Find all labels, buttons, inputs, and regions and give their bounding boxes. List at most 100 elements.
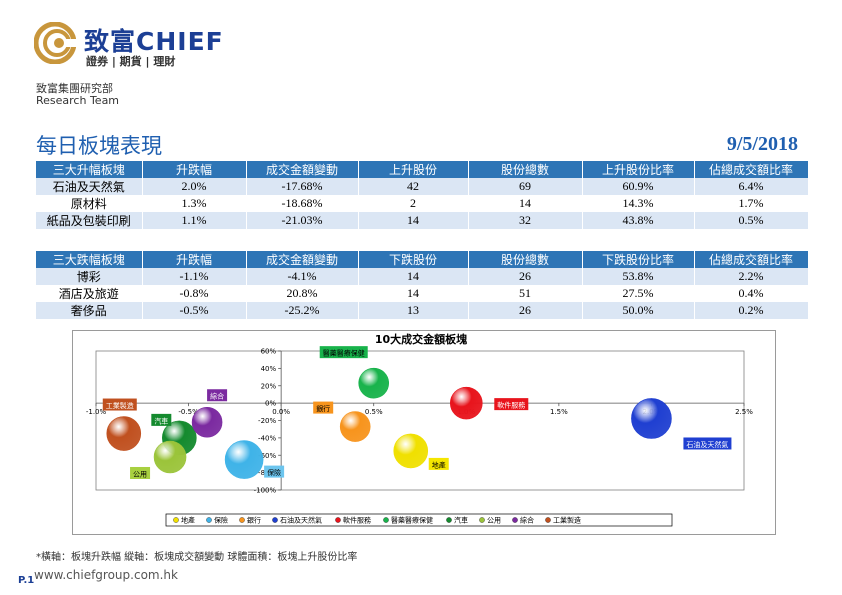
table-cell: 1.7% bbox=[694, 195, 809, 212]
legend-label: 公用 bbox=[487, 517, 501, 525]
bubble-point bbox=[339, 411, 371, 442]
y-tick-label: 0% bbox=[265, 400, 276, 408]
table-row: 石油及天然氣 2.0% -17.68% 42 69 60.9% 6.4% bbox=[36, 178, 809, 195]
table-cell: 奢侈品 bbox=[36, 302, 143, 319]
bubble-label-box bbox=[151, 413, 172, 426]
table-header-row: 三大跌幅板塊 升跌幅 成交金額變動 下跌股份 股份總數 下跌股份比率 佔總成交額… bbox=[36, 251, 809, 268]
bubble-label: 工業製造 bbox=[106, 401, 134, 410]
column-header: 股份總數 bbox=[468, 161, 583, 178]
chart-footnote: *橫軸：板塊升跌幅 縱軸：板塊成交額變動 球體面積：板塊上升股份比率 bbox=[36, 552, 358, 563]
chart-title: 10大成交金額板塊 bbox=[374, 333, 468, 346]
table-cell: -4.1% bbox=[246, 268, 359, 285]
bubble-label: 公用 bbox=[133, 470, 147, 478]
table-cell: 2.0% bbox=[142, 178, 247, 195]
legend-label: 汽車 bbox=[454, 516, 468, 525]
legend-marker bbox=[272, 517, 278, 523]
website-link[interactable]: www.chiefgroup.com.hk bbox=[34, 568, 178, 582]
brand-name: 致富CHIEF bbox=[84, 27, 224, 56]
table-cell: 27.5% bbox=[582, 285, 695, 302]
table-cell: -0.5% bbox=[142, 302, 247, 319]
column-header: 股份總數 bbox=[468, 251, 583, 268]
column-header: 成交金額變動 bbox=[246, 161, 359, 178]
report-date: 9/5/2018 bbox=[726, 133, 798, 155]
table-cell: 原材料 bbox=[36, 195, 143, 212]
brand-tagline: 證券 | 期貨 | 理財 bbox=[86, 55, 176, 68]
y-tick-label: -20% bbox=[258, 417, 276, 425]
bubble-label-box bbox=[494, 398, 529, 411]
legend-marker bbox=[512, 517, 518, 523]
legend-label: 銀行 bbox=[247, 516, 261, 525]
x-tick-label: 2.5% bbox=[735, 408, 753, 416]
table-cell: 26 bbox=[468, 268, 583, 285]
table-cell: 2 bbox=[358, 195, 469, 212]
table-cell: 32 bbox=[468, 212, 583, 229]
table-cell: 0.5% bbox=[694, 212, 809, 229]
department-english: Research Team bbox=[36, 94, 120, 107]
bubble-label-box bbox=[683, 437, 732, 450]
table-cell: -17.68% bbox=[246, 178, 359, 195]
legend-label: 醫藥醫療保健 bbox=[391, 516, 433, 525]
column-header: 三大升幅板塊 bbox=[36, 161, 143, 178]
table-row: 博彩 -1.1% -4.1% 14 26 53.8% 2.2% bbox=[36, 268, 809, 285]
legend-box bbox=[165, 513, 673, 527]
legend-marker bbox=[239, 517, 245, 523]
bubble-label: 綜合 bbox=[210, 392, 224, 401]
table-cell: 石油及天然氣 bbox=[36, 178, 143, 195]
table-cell: -18.68% bbox=[246, 195, 359, 212]
department-chinese: 致富集團研究部 bbox=[36, 82, 113, 95]
table-cell: 14 bbox=[468, 195, 583, 212]
chief-logo-icon bbox=[34, 22, 76, 64]
table-cell: -0.8% bbox=[142, 285, 247, 302]
x-tick-label: -0.5% bbox=[178, 408, 199, 416]
table-header-row: 三大升幅板塊 升跌幅 成交金額變動 上升股份 股份總數 上升股份比率 佔總成交額… bbox=[36, 161, 809, 178]
bubble-label-box bbox=[313, 401, 334, 414]
table-cell: 酒店及旅遊 bbox=[36, 285, 143, 302]
y-tick-label: 20% bbox=[261, 382, 277, 390]
bubble-label-box bbox=[207, 389, 228, 402]
x-tick-label: 0.0% bbox=[272, 408, 290, 416]
legend-marker bbox=[383, 517, 389, 523]
bubble-label-box bbox=[319, 346, 368, 359]
bubble-label: 醫藥醫療保健 bbox=[323, 349, 365, 358]
bubble-point bbox=[153, 440, 187, 474]
table-cell: 紙品及包裝印刷 bbox=[36, 212, 143, 229]
table-cell: 26 bbox=[468, 302, 583, 319]
x-tick-label: 0.5% bbox=[365, 408, 383, 416]
legend-marker bbox=[335, 517, 341, 523]
legend-marker bbox=[446, 517, 452, 523]
table-cell: -21.03% bbox=[246, 212, 359, 229]
legend-marker bbox=[545, 517, 551, 523]
legend-label: 保險 bbox=[214, 516, 228, 525]
table-cell: 14 bbox=[358, 285, 469, 302]
bubble-label-box bbox=[264, 465, 285, 478]
table-cell: 6.4% bbox=[694, 178, 809, 195]
table-cell: 13 bbox=[358, 302, 469, 319]
table-cell: -25.2% bbox=[246, 302, 359, 319]
y-tick-label: 40% bbox=[261, 365, 277, 373]
column-header: 三大跌幅板塊 bbox=[36, 251, 143, 268]
bubble-label: 軟件服務 bbox=[497, 401, 525, 410]
table-cell: 53.8% bbox=[582, 268, 695, 285]
column-header: 上升股份比率 bbox=[582, 161, 695, 178]
bubble-label: 保險 bbox=[267, 468, 281, 477]
column-header: 下跌股份比率 bbox=[582, 251, 695, 268]
bubble-label: 地產 bbox=[432, 460, 446, 469]
table-cell: 14.3% bbox=[582, 195, 695, 212]
bubble-label-box bbox=[102, 398, 137, 411]
table-row: 奢侈品 -0.5% -25.2% 13 26 50.0% 0.2% bbox=[36, 302, 809, 319]
bubble-label-box bbox=[130, 466, 151, 479]
company-logo: 致富CHIEF 證券 | 期貨 | 理財 bbox=[34, 20, 244, 72]
table-cell: 50.0% bbox=[582, 302, 695, 319]
table-cell: 43.8% bbox=[582, 212, 695, 229]
table-cell: 1.1% bbox=[142, 212, 247, 229]
column-header: 佔總成交額比率 bbox=[694, 161, 809, 178]
table-cell: 博彩 bbox=[36, 268, 143, 285]
table-cell: 20.8% bbox=[246, 285, 359, 302]
table-cell: 69 bbox=[468, 178, 583, 195]
bubble-label-box bbox=[428, 457, 449, 470]
table-row: 紙品及包裝印刷 1.1% -21.03% 14 32 43.8% 0.5% bbox=[36, 212, 809, 229]
bubble-point bbox=[224, 440, 264, 479]
y-tick-label: -40% bbox=[258, 434, 276, 442]
y-tick-label: 60% bbox=[261, 348, 277, 356]
